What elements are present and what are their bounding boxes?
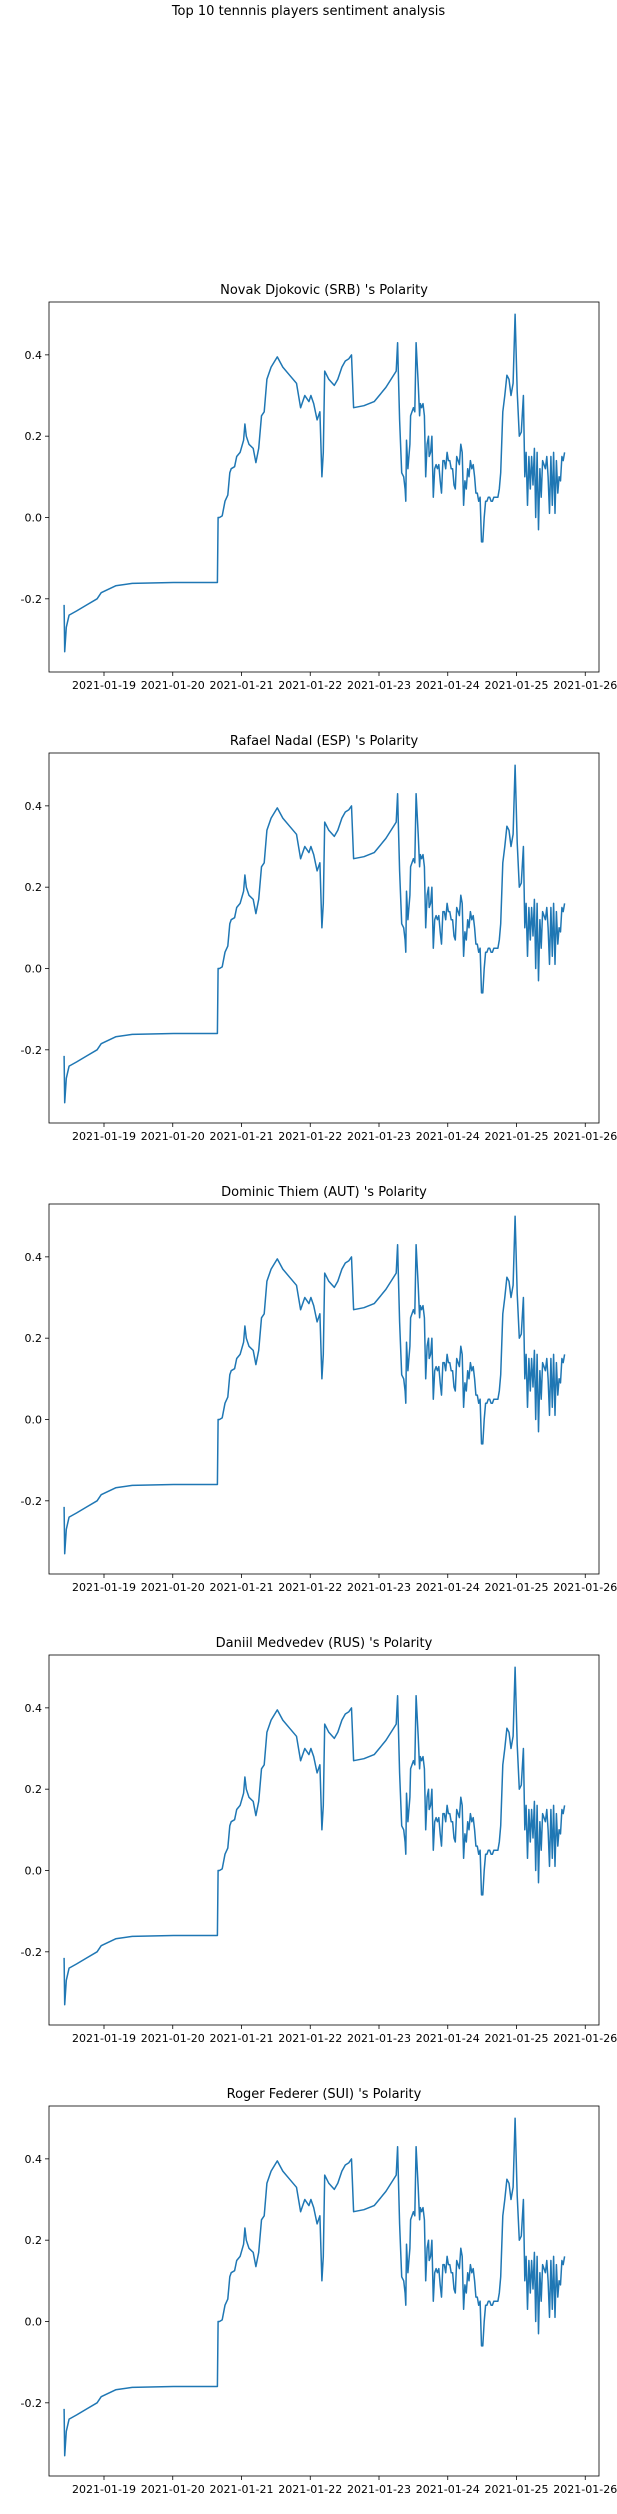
x-tick-label: 2021-01-25 xyxy=(485,1581,549,1594)
x-tick-label: 2021-01-24 xyxy=(416,2032,480,2045)
x-tick-label: 2021-01-20 xyxy=(141,1581,205,1594)
subplot-title: Novak Djokovic (SRB) 's Polarity xyxy=(220,283,428,298)
x-tick-label: 2021-01-24 xyxy=(416,1581,480,1594)
subplot-1: Novak Djokovic (SRB) 's Polarity -0.2 0.0 0… xyxy=(21,283,617,692)
x-tick-label: 2021-01-21 xyxy=(210,1581,274,1594)
y-tick-label: 0.0 xyxy=(25,511,43,524)
x-tick-label: 2021-01-25 xyxy=(485,1130,549,1143)
axes-frame xyxy=(48,1654,600,2026)
y-tick-label: 0.2 xyxy=(25,1332,43,1345)
y-tick-label: 0.0 xyxy=(25,1413,43,1426)
x-tick-label: 2021-01-22 xyxy=(278,2032,342,2045)
x-tick-label: 2021-01-21 xyxy=(210,2032,274,2045)
x-tick-label: 2021-01-23 xyxy=(347,679,411,692)
x-tick-label: 2021-01-21 xyxy=(210,1130,274,1143)
x-tick-label: 2021-01-24 xyxy=(416,1130,480,1143)
x-tick-label: 2021-01-25 xyxy=(485,2032,549,2045)
axes-frame xyxy=(48,1203,600,1575)
y-tick-label: 0.2 xyxy=(25,430,43,443)
polarity-series-line xyxy=(63,2117,566,2457)
x-tick-label: 2021-01-21 xyxy=(210,2483,274,2496)
x-tick-label: 2021-01-26 xyxy=(553,2032,617,2045)
y-tick-label: 0.4 xyxy=(25,2153,43,2166)
x-tick-label: 2021-01-22 xyxy=(278,1581,342,1594)
x-tick-label: 2021-01-22 xyxy=(278,1130,342,1143)
y-tick-label: 0.4 xyxy=(25,1251,43,1264)
subplot-title: Roger Federer (SUI) 's Polarity xyxy=(227,2087,422,2102)
axes-frame xyxy=(48,752,600,1124)
y-tick-label: 0.4 xyxy=(25,800,43,813)
polarity-series-line xyxy=(63,1666,566,2006)
x-tick-label: 2021-01-26 xyxy=(553,679,617,692)
y-tick-label: 0.2 xyxy=(25,2234,43,2247)
polarity-series-line xyxy=(63,313,566,653)
axes-frame xyxy=(48,2105,600,2477)
y-tick-label: 0.0 xyxy=(25,962,43,975)
x-tick-label: 2021-01-19 xyxy=(72,679,136,692)
x-tick-label: 2021-01-23 xyxy=(347,1581,411,1594)
subplot-2: Rafael Nadal (ESP) 's Polarity -0.2 0.0 0.2… xyxy=(21,734,617,1143)
x-tick-label: 2021-01-24 xyxy=(416,2483,480,2496)
y-tick-label: 0.2 xyxy=(25,1783,43,1796)
y-tick-label: -0.2 xyxy=(21,1044,42,1057)
x-tick-label: 2021-01-26 xyxy=(553,1130,617,1143)
polarity-series-line xyxy=(63,764,566,1104)
y-tick-label: 0.0 xyxy=(25,1864,43,1877)
x-tick-label: 2021-01-19 xyxy=(72,2483,136,2496)
x-tick-label: 2021-01-19 xyxy=(72,1130,136,1143)
x-tick-label: 2021-01-23 xyxy=(347,2032,411,2045)
y-tick-label: -0.2 xyxy=(21,593,42,606)
y-tick-label: 0.0 xyxy=(25,2315,43,2328)
y-tick-label: -0.2 xyxy=(21,1946,42,1959)
y-tick-label: 0.2 xyxy=(25,881,43,894)
x-tick-label: 2021-01-26 xyxy=(553,1581,617,1594)
x-tick-label: 2021-01-20 xyxy=(141,2483,205,2496)
axes-frame xyxy=(48,301,600,673)
polarity-series-line xyxy=(63,1215,566,1555)
x-tick-label: 2021-01-22 xyxy=(278,2483,342,2496)
x-tick-label: 2021-01-19 xyxy=(72,1581,136,1594)
x-tick-label: 2021-01-23 xyxy=(347,1130,411,1143)
subplot-title: Daniil Medvedev (RUS) 's Polarity xyxy=(216,1636,433,1651)
x-tick-label: 2021-01-20 xyxy=(141,2032,205,2045)
y-tick-label: -0.2 xyxy=(21,1495,42,1508)
x-tick-label: 2021-01-19 xyxy=(72,2032,136,2045)
y-tick-label: -0.2 xyxy=(21,2397,42,2410)
x-tick-label: 2021-01-20 xyxy=(141,679,205,692)
x-tick-label: 2021-01-20 xyxy=(141,1130,205,1143)
x-tick-label: 2021-01-25 xyxy=(485,679,549,692)
y-tick-label: 0.4 xyxy=(25,349,43,362)
x-tick-label: 2021-01-24 xyxy=(416,679,480,692)
subplot-4: Daniil Medvedev (RUS) 's Polarity -0.2 0.0… xyxy=(21,1636,617,2045)
x-tick-label: 2021-01-26 xyxy=(553,2483,617,2496)
x-tick-label: 2021-01-23 xyxy=(347,2483,411,2496)
x-tick-label: 2021-01-21 xyxy=(210,679,274,692)
y-tick-label: 0.4 xyxy=(25,1702,43,1715)
x-tick-label: 2021-01-25 xyxy=(485,2483,549,2496)
x-tick-label: 2021-01-22 xyxy=(278,679,342,692)
subplot-title: Rafael Nadal (ESP) 's Polarity xyxy=(230,734,419,749)
subplot-5: Roger Federer (SUI) 's Polarity -0.2 0.0 0.… xyxy=(21,2087,617,2496)
figure-suptitle: Top 10 tennnis players sentiment analysi… xyxy=(171,4,446,19)
subplot-3: Dominic Thiem (AUT) 's Polarity -0.2 0.0 0.… xyxy=(21,1185,617,1594)
subplot-title: Dominic Thiem (AUT) 's Polarity xyxy=(221,1185,427,1200)
